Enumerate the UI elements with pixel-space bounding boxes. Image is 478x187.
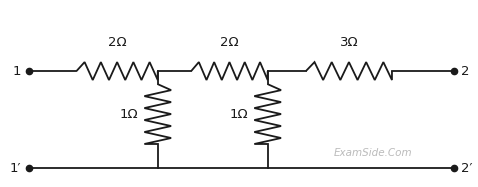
Text: 2Ω: 2Ω [220,36,239,49]
Text: 3Ω: 3Ω [340,36,358,49]
Text: 1Ω: 1Ω [120,108,139,121]
Text: 1: 1 [13,65,22,78]
Text: 2Ω: 2Ω [108,36,126,49]
Text: 1′: 1′ [10,162,22,175]
Text: 1Ω: 1Ω [230,108,249,121]
Text: 2′: 2′ [461,162,473,175]
Text: ExamSide.Com: ExamSide.Com [334,148,412,158]
Text: 2: 2 [461,65,470,78]
